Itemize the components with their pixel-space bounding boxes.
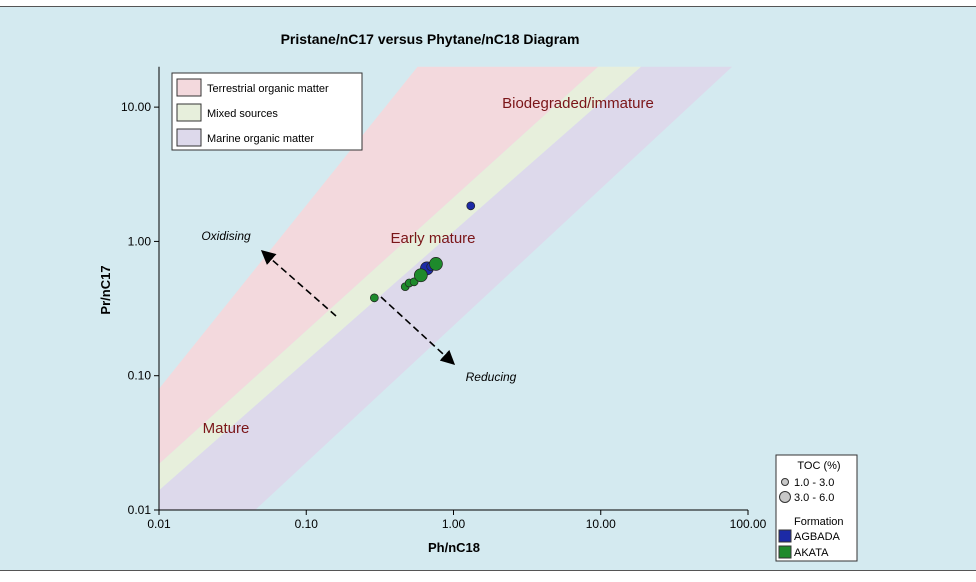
legend-box — [775, 454, 858, 562]
chart-title: Pristane/nC17 versus Phytane/nC18 Diagra… — [281, 31, 580, 47]
point — [413, 268, 428, 283]
point — [466, 201, 476, 211]
y-axis-label: Pr/nC17 — [98, 265, 113, 314]
legend-label: AKATA — [794, 547, 829, 559]
annotation: Oxidising — [201, 229, 251, 243]
region — [159, 66, 733, 510]
legend-label: 1.0 - 3.0 — [794, 477, 834, 489]
legend-label: 3.0 - 6.0 — [794, 492, 834, 504]
legend-swatch — [778, 545, 792, 559]
legend-swatch — [176, 78, 202, 97]
legend-label: AGBADA — [794, 531, 841, 543]
annotation: Mature — [203, 420, 250, 437]
y-tick-label: 0.01 — [128, 503, 152, 517]
x-axis-label: Ph/nC18 — [428, 540, 480, 555]
x-tick-label: 0.01 — [147, 517, 171, 531]
annotation: Early mature — [390, 230, 475, 247]
legend-label: Mixed sources — [207, 108, 278, 120]
x-tick-label: 0.10 — [295, 517, 319, 531]
point — [429, 257, 443, 271]
arrow — [380, 296, 456, 365]
legend-swatch — [176, 103, 202, 122]
legend-size-marker — [779, 491, 791, 503]
legend-swatch — [176, 128, 202, 147]
region — [159, 66, 599, 465]
point — [369, 293, 379, 303]
annotation: Biodegraded/immature — [502, 95, 654, 112]
legend-title: Formation — [794, 516, 844, 528]
legend-box — [171, 72, 363, 151]
legend-label: Marine organic matter — [207, 133, 314, 145]
y-tick-label: 0.10 — [128, 369, 152, 383]
legend-size-marker — [781, 478, 789, 486]
arrow — [260, 250, 337, 317]
y-tick-label: 1.00 — [128, 234, 152, 248]
x-tick-label: 100.00 — [730, 517, 767, 531]
annotation: Reducing — [466, 370, 517, 384]
legend-swatch — [778, 529, 792, 543]
y-tick-label: 10.00 — [121, 100, 151, 114]
legend-label: Terrestrial organic matter — [207, 83, 329, 95]
x-tick-label: 10.00 — [586, 517, 616, 531]
legend-title: TOC (%) — [797, 460, 840, 472]
x-tick-label: 1.00 — [442, 517, 466, 531]
